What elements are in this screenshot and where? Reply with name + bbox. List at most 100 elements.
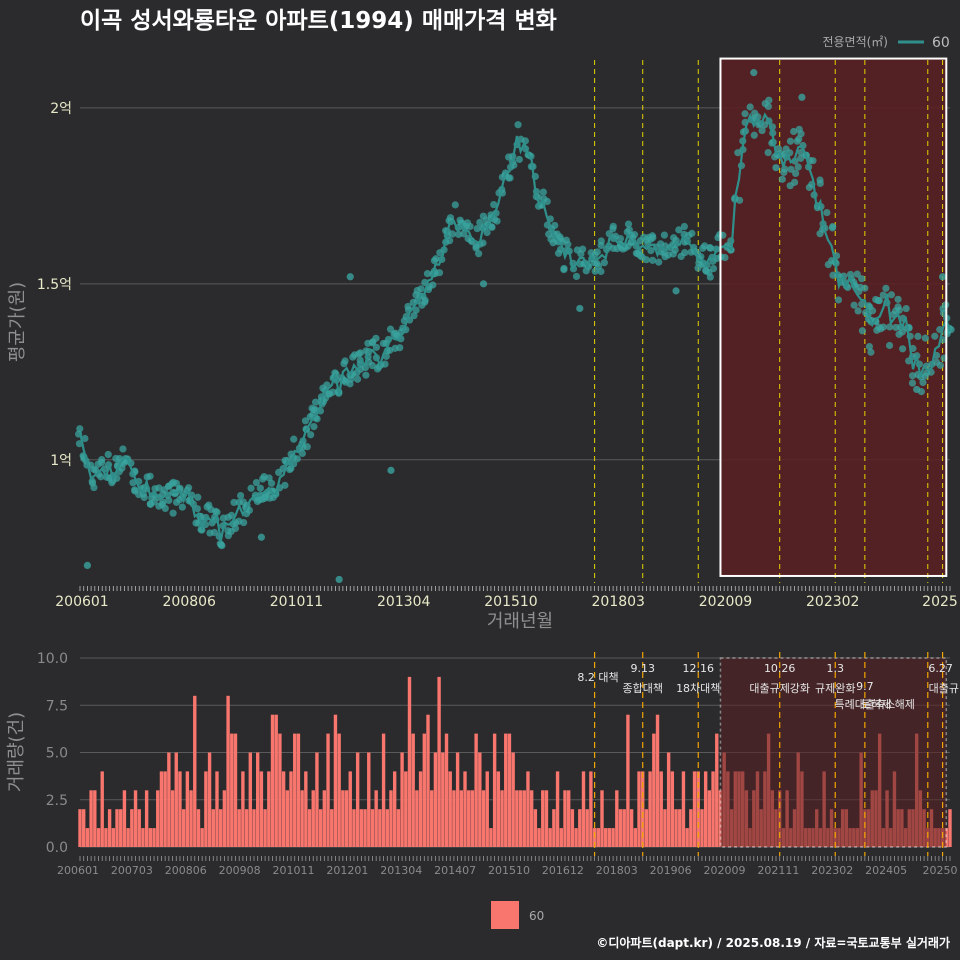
top-point-314 [455,230,463,239]
top-point-465 [647,247,655,255]
bottom-x-tick-label-13: 202111 [757,864,799,877]
bottom-bar-12 [122,790,127,847]
bottom-bar-89 [407,676,412,847]
bottom-bar-108 [478,752,482,847]
top-point-327 [473,225,481,233]
top-policy-lines [594,60,944,583]
bottom-annotation-text-5: 특례대출축소 [834,698,895,711]
bottom-x-tick-label-5: 201201 [326,864,368,877]
bottom-annotation-date-4: 1.3 [826,662,844,675]
bottom-bar-38 [218,809,223,847]
bottom-bar-56 [285,790,290,847]
bottom-bar-30 [189,790,193,847]
bottom-bar-6 [100,771,104,847]
bottom-bar-65 [318,809,323,847]
bottom-bar-87 [400,752,404,847]
bottom-bar-143 [607,828,612,847]
top-point-247 [368,361,376,370]
top-point-176 [290,435,298,443]
top-point-179 [293,455,301,463]
bottom-bar-10 [115,809,119,847]
bottom-bar-63 [311,790,315,847]
top-point-567 [780,168,788,177]
top-point-540 [746,103,754,111]
bottom-bar-147 [622,809,626,847]
top-point-130 [231,524,240,533]
top-outlier-7 [672,287,680,295]
bottom-bar-9 [111,828,116,847]
bottom-bar-39 [222,790,227,847]
bottom-bar-15 [133,790,138,847]
bottom-bar-26 [174,752,178,847]
top-point-42 [129,479,137,487]
bottom-y-tick-label-2: 5.0 [46,746,68,762]
top-x-tick-label-2: 201011 [270,594,323,610]
bottom-bar-28 [181,809,186,847]
top-point-657 [885,341,894,350]
bottom-bar-42 [233,733,238,847]
bottom-annotation-date-3: 10.26 [764,662,796,675]
bottom-bar-57 [289,771,293,847]
top-outlier-6 [576,304,584,313]
top-point-573 [786,137,794,145]
bottom-x-tick-label-4: 201011 [273,864,315,877]
bottom-bar-62 [307,809,312,847]
top-point-679 [914,332,922,340]
bottom-bar-70 [337,733,341,847]
top-point-650 [874,296,882,305]
top-point-152 [256,484,264,492]
bottom-bar-85 [392,771,397,847]
top-point-686 [921,334,929,342]
bottom-bar-94 [426,714,430,847]
bottom-annotation-text-7: 대출규 [929,682,959,695]
top-point-698 [939,309,948,317]
top-point-652 [879,323,887,331]
top-point-476 [660,231,668,239]
top-point-308 [446,237,454,245]
bottom-bar-33 [200,828,204,847]
top-point-484 [671,246,679,254]
top-point-423 [593,259,601,268]
top-point-362 [514,121,522,129]
top-y-tick-labels: 1억 1.5억 2억 [37,101,72,469]
bottom-x-axis: 200601 200703 200806 200908 201011 201201 2013… [57,856,958,877]
bottom-bar-152 [641,771,645,847]
bottom-bar-36 [211,809,215,847]
bottom-bar-116 [507,733,512,847]
top-outlier-9 [772,164,780,172]
bottom-bar-112 [492,733,497,847]
top-point-574 [790,127,798,136]
bottom-bar-8 [107,809,112,847]
top-outlier-8 [750,69,758,77]
top-point-592 [809,157,817,165]
bottom-bar-4 [93,790,97,847]
top-point-461 [642,256,650,264]
bottom-bar-101 [452,790,456,847]
bottom-bar-122 [529,790,534,847]
bottom-x-tick-label-10: 201803 [596,864,638,877]
top-point-82 [172,479,180,487]
top-point-468 [649,256,657,264]
top-point-78 [169,509,177,517]
bottom-bar-135 [578,809,582,847]
bottom-x-tick-label-7: 201407 [434,864,476,877]
bottom-highlight-layer [719,657,948,848]
top-point-400 [560,264,568,273]
bottom-bar-49 [259,771,264,847]
top-point-696 [936,361,944,369]
top-outlier-2 [335,575,343,584]
bottom-bar-76 [359,809,364,847]
top-point-19 [98,455,106,464]
bottom-bar-153 [644,809,649,847]
top-y-tick-label-1: 1.5억 [37,277,72,293]
bottom-annotation-date-5: 9.7 [856,680,874,693]
top-point-608 [828,224,837,232]
bottom-bar-61 [304,771,308,847]
top-point-580 [793,137,801,145]
top-point-635 [865,342,874,351]
bottom-bar-46 [248,752,252,847]
top-outlier-4 [387,466,395,474]
bottom-bar-27 [178,771,182,847]
top-x-tick-label-4: 201510 [484,594,537,610]
top-point-258 [382,352,390,360]
